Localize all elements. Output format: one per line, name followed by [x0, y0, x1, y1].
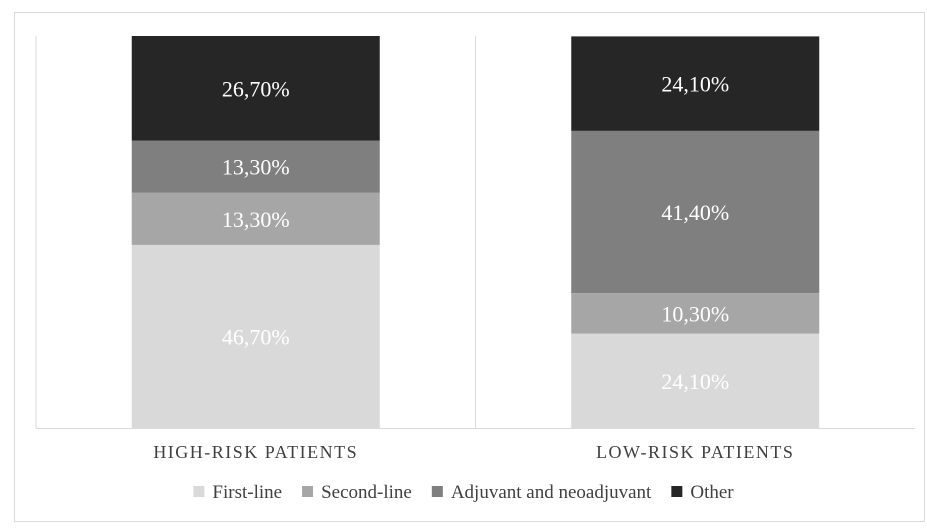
plot-area: 46,70% 13,30% 13,30% 26,70% 24,10% 10,30% 41,4… — [35, 36, 915, 429]
legend-item-other: Other — [671, 482, 734, 503]
legend-label-second-line: Second-line — [321, 482, 412, 503]
legend-item-second-line: Second-line — [302, 482, 412, 503]
legend-label-adjuvant-and-neoadjuvant: Adjuvant and neoadjuvant — [451, 482, 652, 503]
data-label-other-low-risk-patients: 24,10% — [661, 72, 729, 97]
data-label-first-line-low-risk-patients: 24,10% — [661, 369, 729, 394]
bar-segment-second-line-low-risk-patients — [571, 293, 820, 334]
legend: First-line Second-line Adjuvant and neoadj… — [193, 482, 734, 503]
x-tick-label-high-risk-patients: HIGH-RISK PATIENTS — [153, 442, 358, 462]
legend-swatch-other — [671, 486, 683, 497]
legend-item-adjuvant-and-neoadjuvant: Adjuvant and neoadjuvant — [431, 482, 652, 503]
bar-segment-adjuvant-and-neoadjuvant-high-risk-patients — [131, 140, 380, 193]
legend-item-first-line: First-line — [193, 482, 282, 503]
bar-segment-second-line-high-risk-patients — [131, 192, 380, 245]
x-axis: HIGH-RISK PATIENTS LOW-RISK PATIENTS — [153, 442, 794, 462]
data-label-second-line-high-risk-patients: 13,30% — [222, 207, 290, 232]
data-label-first-line-high-risk-patients: 46,70% — [222, 324, 290, 349]
bar-segment-adjuvant-and-neoadjuvant-low-risk-patients — [571, 130, 820, 294]
legend-swatch-adjuvant-and-neoadjuvant — [431, 486, 443, 497]
data-label-adjuvant-and-neoadjuvant-high-risk-patients: 13,30% — [222, 155, 290, 180]
legend-label-first-line: First-line — [212, 482, 282, 503]
bar-segment-first-line-low-risk-patients — [571, 333, 820, 428]
legend-swatch-first-line — [193, 486, 205, 497]
bar-segment-first-line-high-risk-patients — [131, 244, 380, 428]
bar-segment-other-low-risk-patients — [571, 36, 820, 131]
legend-swatch-second-line — [302, 486, 314, 497]
chart-frame — [14, 12, 925, 522]
data-label-second-line-low-risk-patients: 10,30% — [661, 301, 729, 326]
data-label-adjuvant-and-neoadjuvant-low-risk-patients: 41,40% — [661, 200, 729, 225]
legend-label-other: Other — [690, 482, 734, 503]
x-tick-label-low-risk-patients: LOW-RISK PATIENTS — [596, 442, 794, 462]
data-label-other-high-risk-patients: 26,70% — [222, 76, 290, 101]
bar-segment-other-high-risk-patients — [131, 36, 380, 141]
